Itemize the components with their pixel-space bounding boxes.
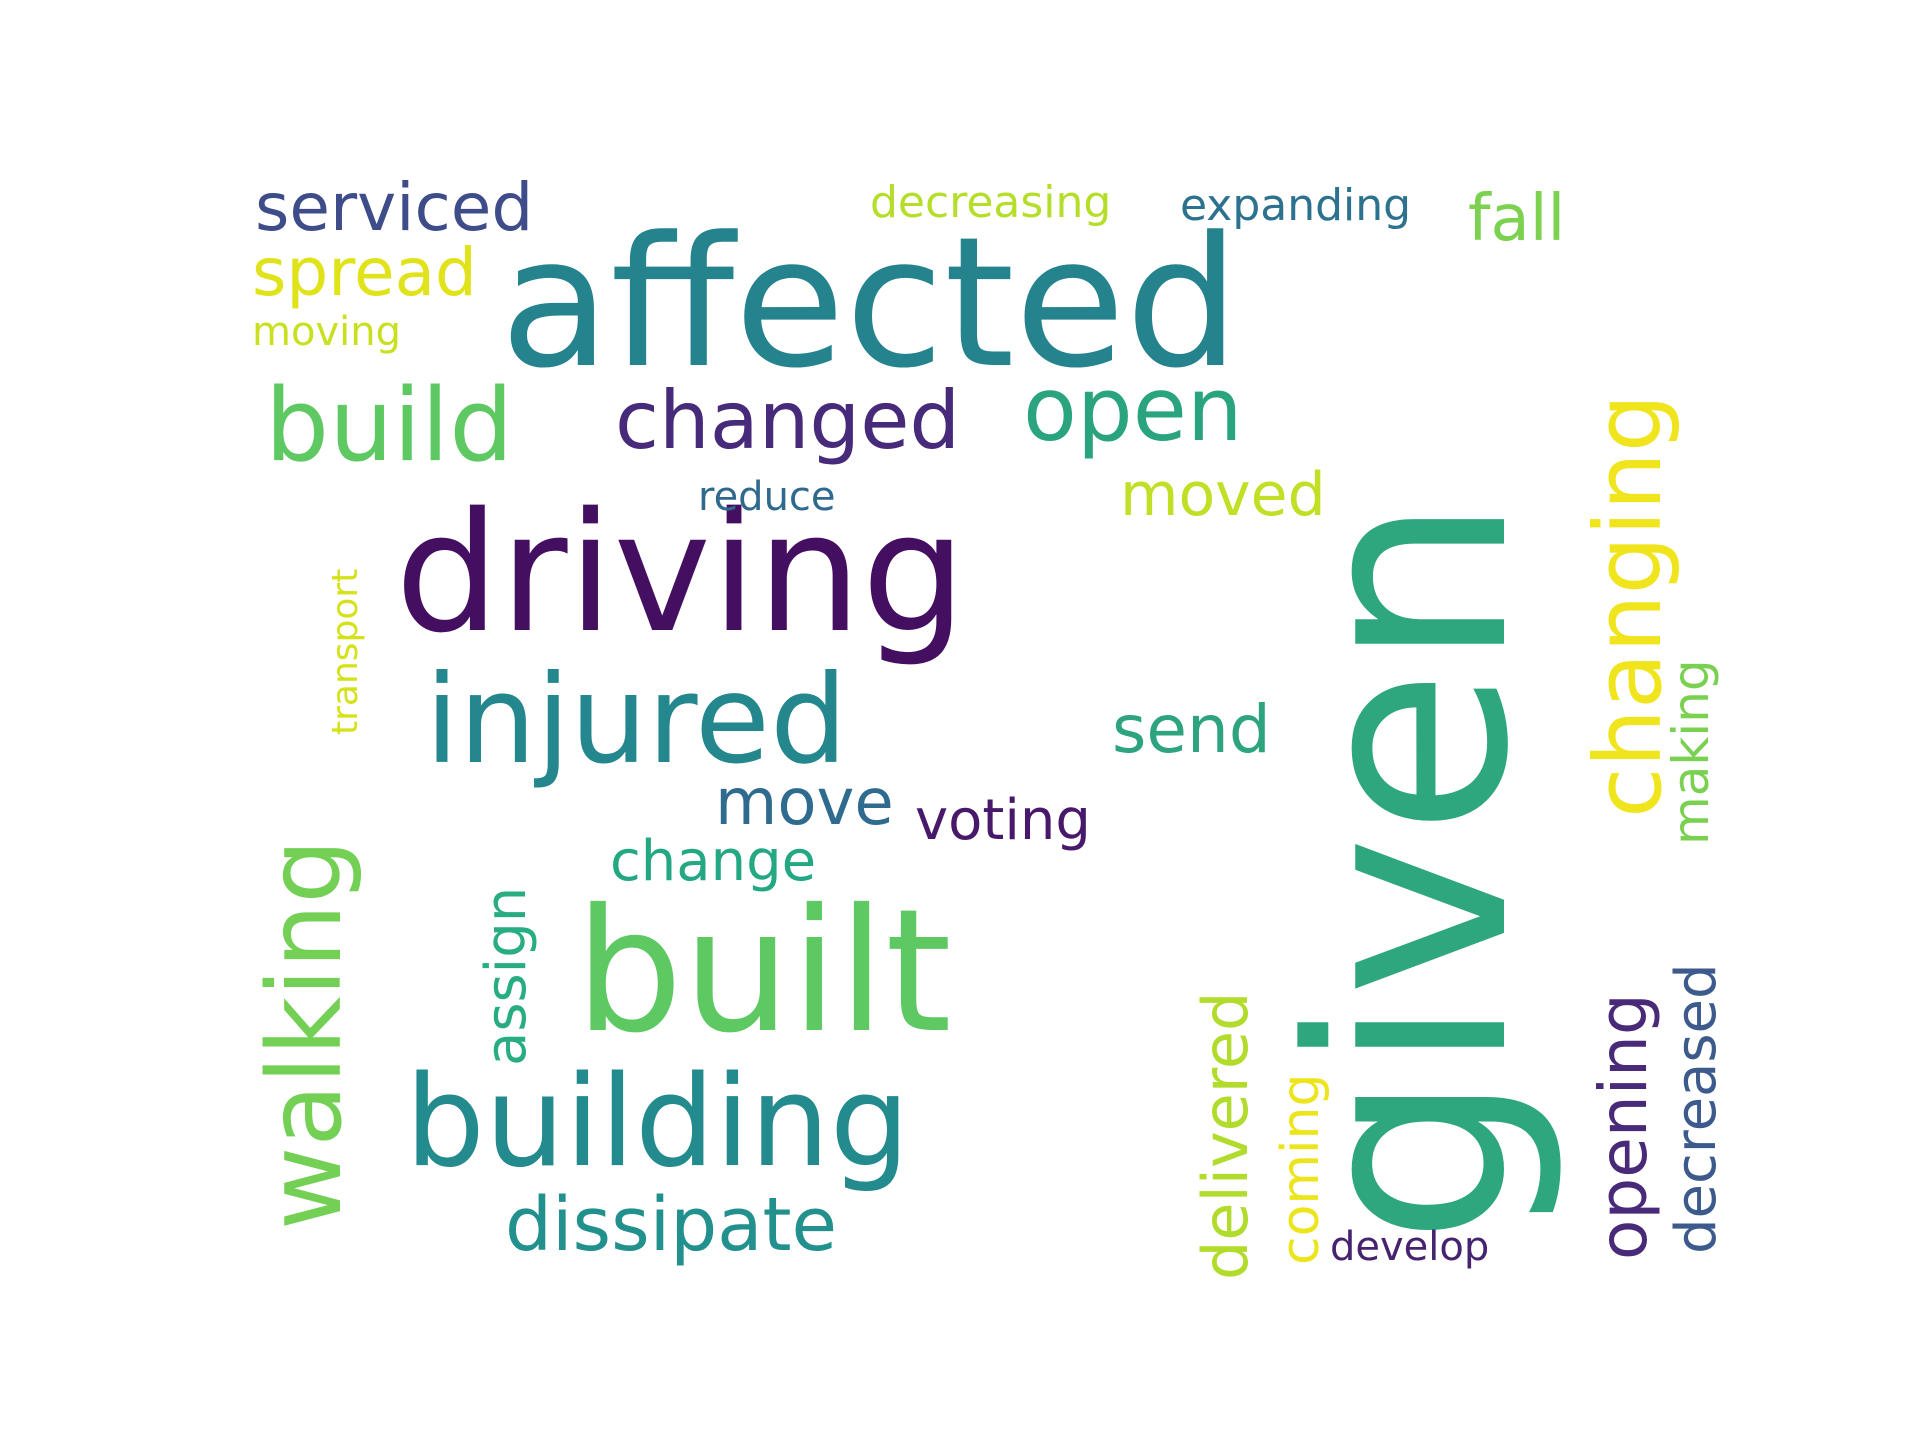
word-decreased: decreased bbox=[1664, 963, 1729, 1254]
word-change: change bbox=[610, 829, 816, 894]
word-build: build bbox=[265, 366, 513, 484]
word-send: send bbox=[1112, 691, 1271, 768]
word-changing: changing bbox=[1575, 394, 1682, 818]
word-dissipate: dissipate bbox=[505, 1182, 837, 1268]
word-moving: moving bbox=[252, 309, 401, 355]
word-affected: affected bbox=[500, 199, 1240, 408]
word-moved: moved bbox=[1120, 460, 1326, 530]
word-injured: injured bbox=[425, 649, 847, 791]
word-decreasing: decreasing bbox=[870, 177, 1111, 228]
word-opening: opening bbox=[1585, 993, 1662, 1260]
word-open: open bbox=[1023, 358, 1243, 461]
word-given: given bbox=[1253, 496, 1569, 1245]
word-develop: develop bbox=[1330, 1224, 1489, 1270]
word-voting: voting bbox=[915, 788, 1091, 853]
word-coming: coming bbox=[1271, 1074, 1331, 1265]
word-spread: spread bbox=[252, 234, 477, 311]
word-expanding: expanding bbox=[1180, 180, 1411, 231]
word-serviced: serviced bbox=[255, 169, 533, 246]
word-move: move bbox=[715, 766, 894, 840]
word-walking: walking bbox=[246, 839, 365, 1230]
word-changed: changed bbox=[615, 374, 960, 467]
word-delivered: delivered bbox=[1189, 992, 1262, 1280]
word-making: making bbox=[1662, 659, 1720, 845]
word-reduce: reduce bbox=[698, 474, 836, 520]
word-fall: fall bbox=[1468, 182, 1565, 256]
word-transport: transport bbox=[325, 569, 366, 735]
word-building: building bbox=[405, 1048, 910, 1195]
word-driving: driving bbox=[395, 477, 966, 669]
word-built: built bbox=[575, 873, 952, 1071]
word-assign: assign bbox=[474, 887, 539, 1066]
